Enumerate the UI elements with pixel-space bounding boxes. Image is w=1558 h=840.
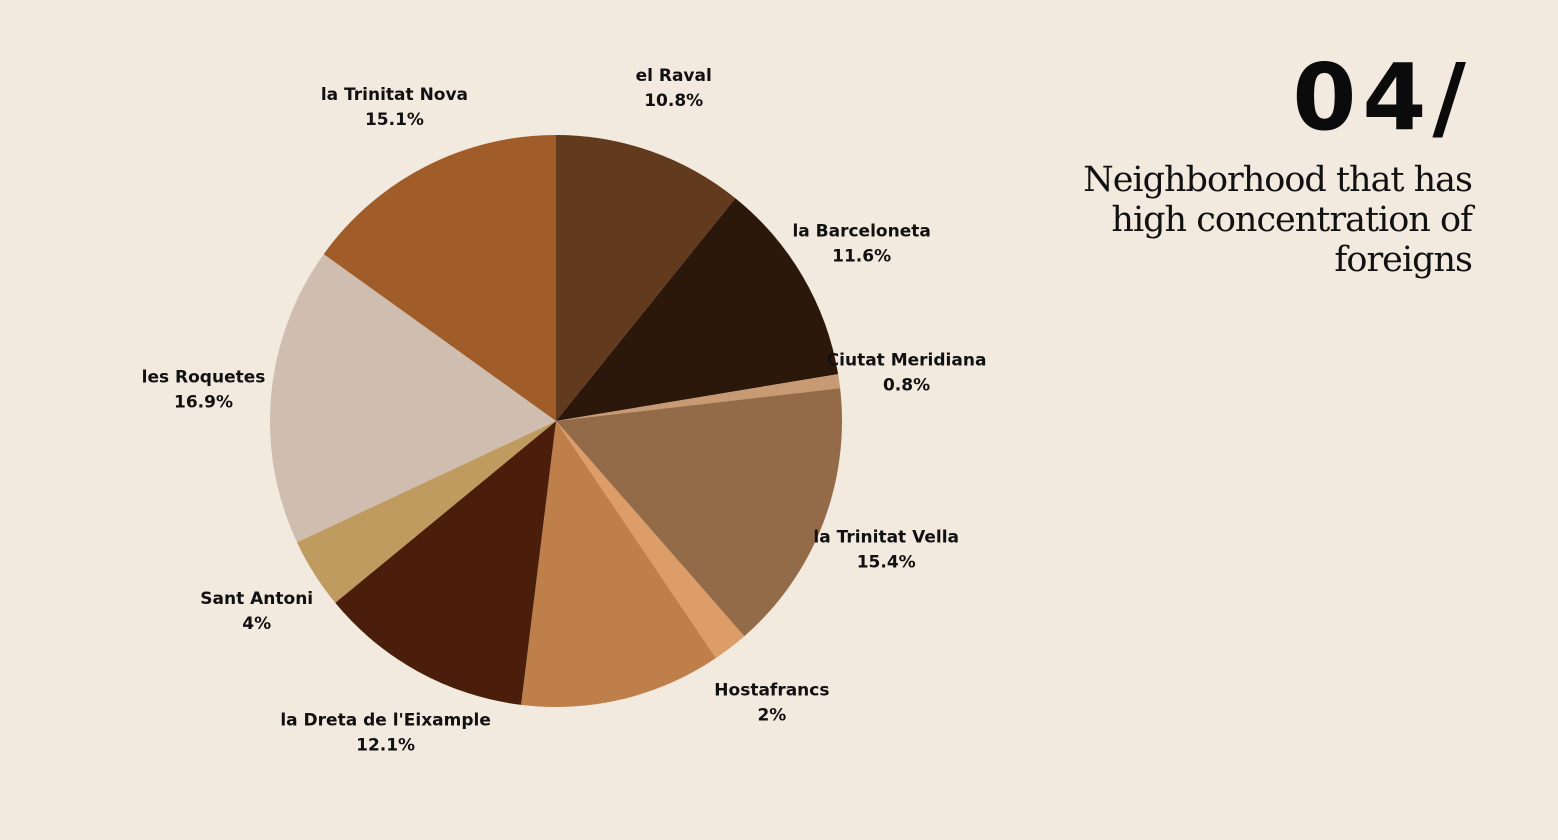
pie-slice-les-roquetes <box>270 254 556 543</box>
pie-slice-el-raval <box>556 135 736 421</box>
slice-label-ciutat-meridiana: Ciutat Meridiana <box>827 351 987 371</box>
slice-label-el-raval: el Raval <box>636 66 712 86</box>
pie-slice-la-trinitat-vella <box>556 388 842 637</box>
slice-value-la-barceloneta: 11.6% <box>832 246 891 266</box>
slice-label-la-trinitat-nova: la Trinitat Nova <box>321 85 468 105</box>
pie-slice-sant-antoni <box>296 421 556 603</box>
slice-value-hostafrancs: 2% <box>757 706 786 726</box>
pie-slice-la-trinitat-nova <box>323 135 556 421</box>
slice-label-la-trinitat-vella: la Trinitat Vella <box>813 528 959 548</box>
slice-value-la-trinitat-nova: 15.1% <box>365 110 424 130</box>
slice-value-ciutat-meridiana: 0.8% <box>883 376 930 396</box>
pie-slice-ciutat-meridiana <box>556 374 841 421</box>
slice-value-la-dreta-de-l-eixample: 12.1% <box>356 735 415 755</box>
slice-label-la-dreta-de-l-eixample: la Dreta de l'Eixample <box>280 710 491 730</box>
pie-labels: el Raval 10.8% la Barceloneta 11.6% Ciutat M… <box>142 66 987 755</box>
pie-slices <box>270 135 842 707</box>
slice-value-el-raval: 10.8% <box>644 91 703 111</box>
slice-label-les-roquetes: les Roquetes <box>142 367 266 387</box>
slice-value-la-trinitat-vella: 15.4% <box>857 553 916 573</box>
pie-slice-la-dreta-de-l-eixample <box>335 421 556 705</box>
slice-value-sant-antoni: 4% <box>242 614 271 634</box>
slice-label-hostafrancs: Hostafrancs <box>714 681 829 701</box>
pie-slice-hostafrancs <box>556 421 745 659</box>
pie-slice-unlabeled-5 <box>521 421 716 707</box>
pie-slice-la-barceloneta <box>556 198 839 421</box>
slice-label-sant-antoni: Sant Antoni <box>200 589 313 609</box>
section-number: 04/ <box>1292 44 1472 151</box>
slice-value-les-roquetes: 16.9% <box>174 392 233 412</box>
section-subtitle: Neighborhood that has high concentration… <box>1083 160 1473 280</box>
slice-label-la-barceloneta: la Barceloneta <box>792 221 930 241</box>
